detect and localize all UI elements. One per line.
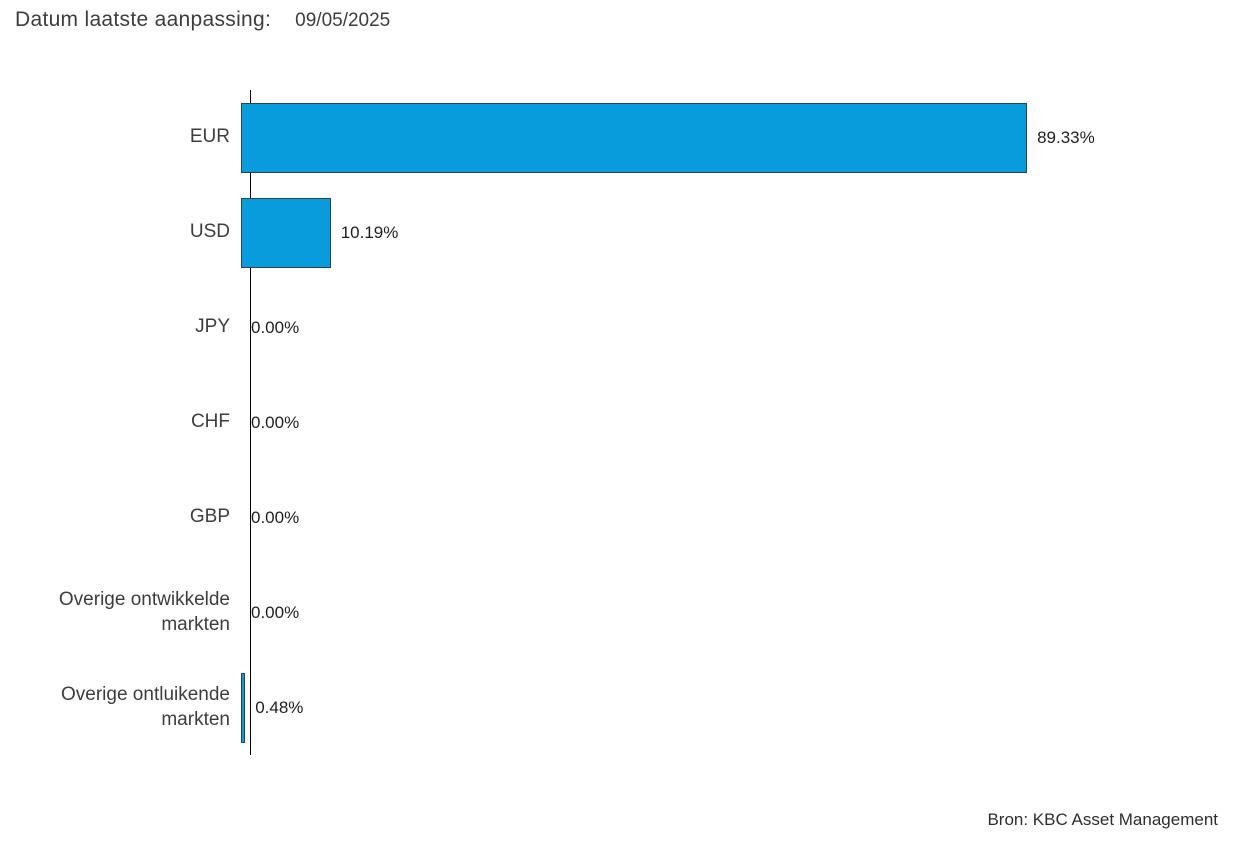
y-axis-line	[250, 90, 251, 755]
chart-row: JPY 0.00%	[0, 280, 1250, 375]
chart-row: EUR 89.33%	[0, 90, 1250, 185]
category-label: EUR	[189, 126, 230, 148]
category-label: Overige ontwikkelde markten	[58, 588, 230, 635]
bar-chart: EUR 89.33% USD 10.19% JPY 0.00% CHF 0.00% GBP 0.0…	[0, 90, 1250, 755]
bar-area: 89.33%	[241, 90, 1250, 185]
value-label: 0.00%	[251, 412, 300, 432]
category-label: JPY	[195, 316, 230, 338]
value-label: 10.19%	[340, 222, 399, 242]
chart-row: GBP 0.00%	[0, 470, 1250, 565]
bar	[241, 672, 246, 743]
bar-area: 0.00%	[241, 280, 1250, 375]
chart-row: Overige ontwikkelde markten 0.00%	[0, 565, 1250, 660]
value-label: 0.48%	[255, 697, 304, 717]
bar-area: 0.48%	[241, 660, 1250, 755]
chart-row: CHF 0.00%	[0, 375, 1250, 470]
bar-area: 0.00%	[241, 565, 1250, 660]
bar	[241, 102, 1028, 173]
category-label: CHF	[190, 411, 230, 433]
last-updated-date: 09/05/2025	[295, 10, 391, 31]
category-label: USD	[189, 221, 230, 243]
value-label: 0.00%	[251, 507, 300, 527]
bar	[241, 197, 331, 268]
chart-header: Datum laatste aanpassing: 09/05/2025	[15, 8, 390, 32]
bar-area: 0.00%	[241, 375, 1250, 470]
value-label: 0.00%	[251, 317, 300, 337]
chart-rows: EUR 89.33% USD 10.19% JPY 0.00% CHF 0.00% GBP 0.0…	[0, 90, 1250, 755]
value-label: 0.00%	[251, 602, 300, 622]
chart-row: USD 10.19%	[0, 185, 1250, 280]
category-label: Overige ontluikende markten	[61, 683, 230, 730]
bar-area: 10.19%	[241, 185, 1250, 280]
last-updated-label: Datum laatste aanpassing:	[15, 8, 272, 31]
chart-row: Overige ontluikende markten 0.48%	[0, 660, 1250, 755]
bar-area: 0.00%	[241, 470, 1250, 565]
value-label: 89.33%	[1037, 127, 1095, 147]
category-label: GBP	[189, 506, 230, 528]
source-note: Bron: KBC Asset Management	[987, 810, 1218, 829]
